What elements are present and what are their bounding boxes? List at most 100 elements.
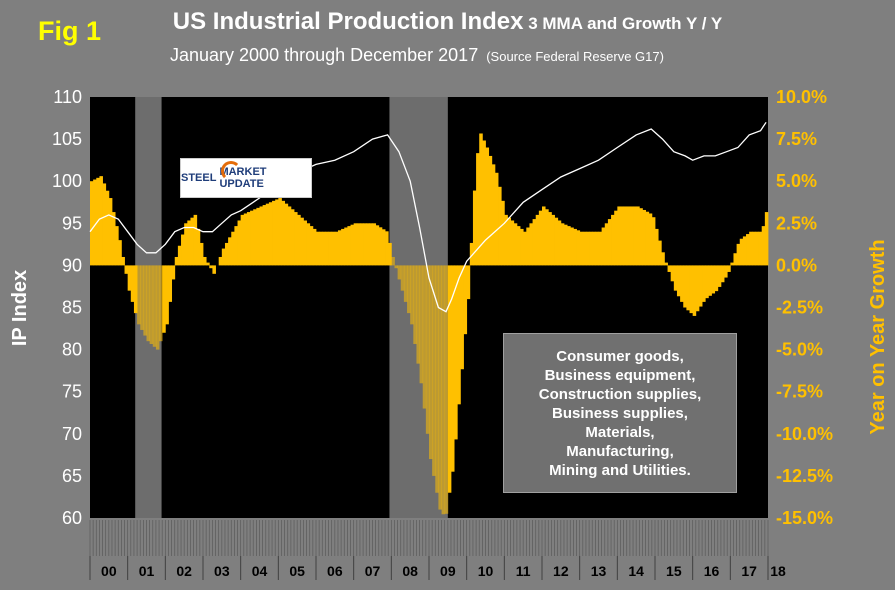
figure-label: Fig 1 — [38, 16, 102, 46]
x-axis-tick-label: 00 — [101, 563, 117, 579]
growth-bar — [642, 209, 646, 266]
right-axis-tick-label: -2.5% — [776, 298, 823, 318]
growth-bar — [294, 212, 298, 266]
growth-bar — [651, 217, 656, 266]
growth-bar — [636, 206, 640, 266]
growth-bar — [755, 231, 759, 266]
growth-bar — [670, 265, 675, 282]
growth-bar — [614, 210, 618, 266]
left-axis-tick-label: 110 — [53, 87, 82, 107]
growth-bar — [425, 265, 430, 434]
growth-bar — [328, 231, 333, 266]
growth-bar — [680, 265, 684, 302]
growth-bar — [319, 231, 323, 266]
right-axis-tick-label: -5.0% — [776, 340, 823, 360]
growth-bar — [730, 262, 734, 266]
right-axis-tick-label: 0.0% — [776, 255, 817, 275]
growth-bar — [344, 227, 348, 266]
growth-bar — [466, 265, 471, 300]
growth-bar — [350, 224, 355, 266]
growth-bar — [341, 228, 345, 266]
growth-bar — [262, 205, 267, 266]
growth-bar — [472, 190, 477, 266]
x-axis-tick-label: 07 — [365, 563, 381, 579]
growth-bar — [520, 228, 524, 266]
growth-bar — [381, 229, 386, 266]
annotation-box: Consumer goods, Business equipment, Constr… — [503, 333, 737, 493]
x-axis-tick-label: 09 — [440, 563, 456, 579]
right-axis-tick-label: -10.0% — [776, 424, 833, 444]
growth-bar — [265, 203, 270, 266]
growth-bar — [548, 212, 552, 266]
growth-bar — [560, 223, 565, 266]
right-axis-tick-label: 2.5% — [776, 213, 817, 233]
growth-bar — [554, 217, 559, 266]
growth-bar — [529, 223, 533, 266]
growth-bar — [108, 198, 113, 266]
growth-bar — [419, 265, 424, 384]
growth-bar — [312, 228, 317, 266]
growth-bar — [629, 206, 634, 266]
x-axis-tick-label: 13 — [591, 563, 607, 579]
growth-bar — [526, 227, 530, 266]
x-axis-tick-label: 18 — [770, 563, 786, 579]
logo-word1: STEEL — [181, 172, 217, 184]
growth-bar — [337, 230, 342, 266]
growth-bar — [159, 265, 163, 342]
growth-bar — [457, 265, 461, 405]
x-axis-tick-label: 05 — [289, 563, 305, 579]
growth-bar — [504, 214, 508, 266]
growth-bar — [532, 219, 537, 266]
growth-bar — [246, 212, 251, 266]
growth-bar — [545, 209, 549, 266]
growth-bar — [576, 230, 581, 266]
growth-bar — [702, 265, 706, 302]
growth-bar — [563, 224, 568, 266]
growth-bar — [115, 226, 119, 266]
growth-bar — [118, 240, 122, 266]
x-axis-tick-label: 15 — [666, 563, 682, 579]
growth-bar — [435, 265, 439, 493]
growth-bar — [413, 265, 417, 344]
right-axis-tick-label: -7.5% — [776, 382, 823, 402]
growth-bar — [761, 226, 766, 266]
growth-bar — [441, 265, 446, 515]
growth-bar — [410, 265, 414, 325]
growth-bar — [592, 231, 596, 266]
growth-bar — [121, 256, 125, 266]
growth-bar — [297, 214, 301, 266]
right-axis-tick-label: 7.5% — [776, 129, 817, 149]
growth-bar — [347, 226, 351, 266]
growth-bar — [604, 223, 609, 266]
growth-bar — [334, 231, 339, 266]
growth-bar — [137, 265, 141, 325]
growth-bar — [190, 217, 194, 266]
growth-bar — [736, 243, 741, 266]
growth-bar — [501, 200, 505, 266]
growth-bar — [708, 265, 712, 296]
growth-bar — [482, 140, 486, 266]
growth-bar — [416, 265, 420, 364]
left-axis-tick-label: 90 — [62, 255, 82, 275]
growth-bar — [454, 265, 458, 440]
growth-bar — [240, 214, 245, 266]
growth-bar — [551, 214, 555, 266]
growth-bar — [309, 226, 314, 266]
growth-bar — [623, 206, 628, 266]
annotation-line: Construction supplies, — [538, 385, 702, 403]
growth-bar — [422, 265, 427, 409]
growth-bar — [538, 210, 543, 266]
growth-bar — [322, 231, 326, 266]
growth-bar — [542, 206, 546, 266]
growth-bar — [275, 199, 279, 266]
growth-bar — [535, 214, 540, 266]
growth-bar — [557, 220, 562, 266]
growth-bar — [463, 265, 468, 335]
left-axis-tick-label: 85 — [62, 298, 82, 318]
growth-bar — [479, 133, 483, 266]
growth-bar — [460, 265, 464, 370]
growth-bar — [689, 265, 694, 314]
growth-bar — [93, 179, 97, 266]
growth-bar — [626, 206, 631, 266]
left-axis-tick-label: 105 — [52, 129, 82, 149]
